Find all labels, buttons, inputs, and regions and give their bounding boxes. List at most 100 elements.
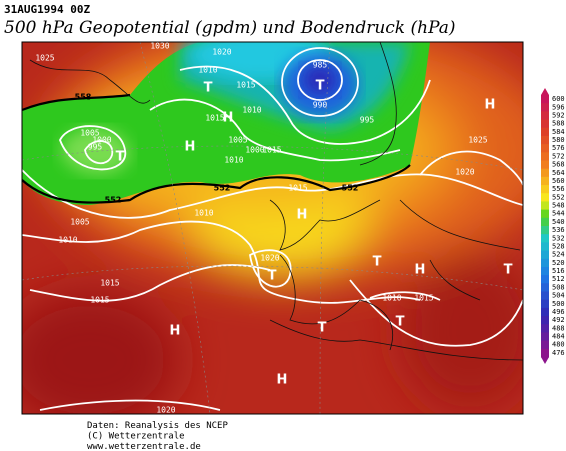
colorbar-swatch <box>541 283 549 292</box>
colorbar-label: 564 <box>552 169 565 177</box>
colorbar-label: 492 <box>552 316 565 324</box>
colorbar-swatch <box>541 275 549 284</box>
colorbar-swatch <box>541 348 549 358</box>
isobar-label: 1015 <box>236 81 255 90</box>
isobar-label: 1010 <box>198 66 217 75</box>
pressure-center: T <box>396 315 405 330</box>
colorbar-swatch <box>541 144 549 153</box>
colorbar-label: 484 <box>552 333 565 341</box>
isobar-label: 1000 <box>92 136 111 145</box>
colorbar-label: 548 <box>552 202 565 210</box>
isobar-label: 1010 <box>382 294 401 303</box>
colorbar-swatch <box>541 226 549 235</box>
isobar-label: 1005 <box>228 136 247 145</box>
pressure-center: H <box>415 263 426 278</box>
isobar-label: 990 <box>313 101 328 110</box>
colorbar-top <box>541 88 549 95</box>
pressure-center: H <box>297 208 308 223</box>
colorbar-label: 536 <box>552 226 565 234</box>
colorbar-swatch <box>541 160 549 170</box>
colorbar-swatch <box>541 291 549 301</box>
colorbar-label: 540 <box>552 218 565 226</box>
pressure-center: T <box>316 79 325 94</box>
colorbar-swatch <box>541 242 549 252</box>
pressure-center: H <box>485 98 496 113</box>
isobar-label: 1030 <box>150 42 169 51</box>
isobar-label: 1010 <box>224 156 243 165</box>
isobar-label: 1010 <box>194 209 213 218</box>
colorbar-swatch <box>541 111 549 121</box>
colorbar-label: 552 <box>552 193 565 201</box>
pressure-center: T <box>116 150 125 165</box>
colorbar-label: 508 <box>552 283 565 291</box>
colorbar-label: 576 <box>552 144 565 152</box>
isobar-label: 1015 <box>262 146 281 155</box>
isobar-label: 1005 <box>70 218 89 227</box>
colorbar-label: 532 <box>552 234 565 242</box>
colorbar-swatch <box>541 299 549 309</box>
isobar-label: 1020 <box>260 254 279 263</box>
colorbar-label: 524 <box>552 251 565 259</box>
colorbar-label: 480 <box>552 341 565 349</box>
colorbar-label: 516 <box>552 267 565 275</box>
map: 1030102510201010101598599099510051000995… <box>22 42 523 415</box>
colorbar-label: 496 <box>552 308 565 316</box>
title: 500 hPa Geopotential (gpdm) und Bodendru… <box>4 18 456 38</box>
pressure-center: T <box>204 81 213 96</box>
isobar-label: 1015 <box>288 184 307 193</box>
isobar-label: 995 <box>88 143 103 152</box>
colorbar-swatch <box>541 307 549 317</box>
isobar-label: 1025 <box>468 136 487 145</box>
colorbar-swatch <box>541 176 549 186</box>
footer-line: Daten: Reanalysis des NCEP <box>87 421 228 431</box>
colorbar-swatch <box>541 234 549 243</box>
isobar-label: 995 <box>360 116 375 125</box>
isobar-label: 1010 <box>58 236 77 245</box>
isobar-label: 1010 <box>242 106 261 115</box>
colorbar-label: 600 <box>552 95 565 103</box>
date: 31AUG1994 00Z <box>4 3 90 16</box>
isobar-label: 1025 <box>35 54 54 63</box>
height-label: 552 <box>342 184 359 193</box>
colorbar-label: 580 <box>552 136 565 144</box>
colorbar-swatch <box>541 201 549 211</box>
colorbar-swatch <box>541 168 549 178</box>
isobar-label: 1015 <box>100 279 119 288</box>
map-frame <box>21 41 524 415</box>
isobar-label: 1015 <box>90 296 109 305</box>
colorbar-swatch <box>541 316 549 325</box>
height-label: 552 <box>105 196 122 205</box>
colorbar-label: 500 <box>552 300 565 308</box>
isobar-label: 1020 <box>455 168 474 177</box>
colorbar-bottom <box>541 357 549 364</box>
pressure-center: T <box>504 263 513 278</box>
pressure-center: H <box>185 140 196 155</box>
pressure-center: T <box>318 321 327 336</box>
colorbar-label: 596 <box>552 103 565 111</box>
pressure-center: H <box>223 111 234 126</box>
colorbar-label: 528 <box>552 242 565 250</box>
pressure-center: H <box>170 324 181 339</box>
colorbar-swatch <box>541 127 549 137</box>
colorbar-swatch <box>541 332 549 342</box>
colorbar-swatch <box>541 258 549 268</box>
isobar-label: 1015 <box>205 114 224 123</box>
colorbar-swatch <box>541 95 549 104</box>
pressure-center: T <box>268 269 277 284</box>
colorbar-label: 556 <box>552 185 565 193</box>
colorbar-swatch <box>541 135 549 145</box>
colorbar-swatch <box>541 217 549 227</box>
colorbar-label: 572 <box>552 152 565 160</box>
colorbar-label: 504 <box>552 292 565 300</box>
colorbar-label: 520 <box>552 259 565 267</box>
footer-line: www.wetterzentrale.de <box>87 442 201 451</box>
isobar-label: 1005 <box>80 129 99 138</box>
isobar-label: 1020 <box>156 406 175 415</box>
colorbar-swatch <box>541 209 549 219</box>
isobar-label: 985 <box>313 61 328 70</box>
colorbar-label: 568 <box>552 161 565 169</box>
footer-line: (C) Wetterzentrale <box>87 432 185 442</box>
colorbar-label: 560 <box>552 177 565 185</box>
colorbar-label: 584 <box>552 128 565 136</box>
